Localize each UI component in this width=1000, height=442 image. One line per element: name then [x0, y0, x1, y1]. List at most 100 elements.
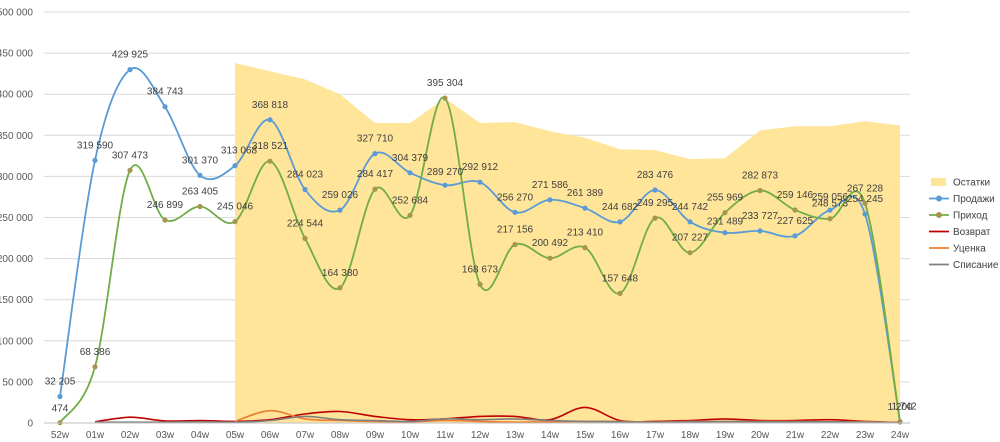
data-point	[512, 241, 518, 248]
series-line	[59, 67, 901, 422]
x-tick-label: 07w	[296, 430, 315, 441]
data-point	[862, 211, 868, 217]
data-point	[687, 219, 693, 225]
data-label: 282 873	[742, 171, 779, 182]
y-tick-label: 50 000	[2, 377, 33, 388]
data-point	[162, 217, 168, 223]
data-label: 213 410	[567, 228, 604, 239]
data-point	[757, 187, 763, 194]
data-point	[127, 67, 133, 73]
x-tick-label: 13w	[506, 430, 525, 441]
x-tick-label: 23w	[856, 430, 875, 441]
data-point	[477, 281, 483, 287]
x-tick-label: 17w	[646, 430, 665, 441]
x-tick-label: 03w	[156, 430, 175, 441]
data-point	[477, 179, 483, 185]
y-tick-label: 200 000	[0, 254, 33, 265]
data-label: 259 056	[812, 192, 849, 203]
data-label: 256 270	[497, 192, 534, 203]
x-tick-label: 22w	[821, 430, 840, 441]
data-point	[407, 170, 413, 176]
x-tick-label: 06w	[261, 430, 280, 441]
x-tick-label: 08w	[331, 430, 350, 441]
data-point	[267, 158, 273, 164]
data-point	[862, 200, 868, 206]
data-label: 318 521	[252, 141, 289, 152]
data-point	[127, 167, 133, 173]
data-label: 227 625	[777, 216, 814, 227]
data-point	[512, 209, 518, 215]
data-point	[302, 235, 308, 241]
legend-marker	[936, 195, 942, 202]
data-label: 254 245	[847, 194, 884, 205]
data-label: 200 492	[532, 238, 569, 249]
data-label: 248 573	[812, 199, 849, 210]
x-tick-label: 19w	[716, 430, 735, 441]
data-label: 245 046	[217, 202, 254, 213]
data-point	[337, 285, 343, 291]
x-tick-label: 09w	[366, 430, 385, 441]
data-point	[827, 216, 833, 222]
data-point	[827, 207, 833, 213]
legend-label: Остатки	[953, 178, 990, 189]
data-label: 255 969	[707, 193, 744, 204]
data-label: 284 023	[287, 170, 324, 181]
data-point	[582, 205, 588, 211]
data-label: 244 742	[672, 202, 709, 213]
y-tick-label: 150 000	[0, 295, 33, 306]
data-point	[407, 212, 413, 218]
x-tick-label: 01w	[86, 430, 105, 441]
x-tick-label: 15w	[576, 430, 595, 441]
legend-label: Приход	[953, 211, 988, 222]
data-point	[92, 157, 98, 163]
data-label: 261 389	[567, 188, 604, 199]
data-point	[652, 187, 658, 193]
y-tick-label: 500 000	[0, 8, 33, 19]
data-point	[197, 172, 203, 178]
data-point	[442, 95, 448, 101]
x-tick-label: 52w	[51, 430, 70, 441]
data-point	[57, 393, 63, 400]
data-label: 474	[52, 404, 69, 415]
data-label: 429 925	[112, 50, 149, 61]
data-point	[722, 210, 728, 216]
data-label: 271 586	[532, 180, 569, 191]
axes: 0 50 000 100 000 150 000 200 000 250 000 300 0…	[0, 8, 910, 441]
data-point	[162, 104, 168, 110]
data-label: 252 684	[392, 195, 429, 206]
x-tick-label: 12w	[471, 430, 490, 441]
y-tick-label: 250 000	[0, 213, 33, 224]
data-point	[232, 219, 238, 225]
x-tick-label: 24w	[891, 430, 910, 441]
y-tick-label: 400 000	[0, 90, 33, 101]
data-label: 246 899	[147, 200, 184, 211]
data-label: 327 710	[357, 134, 394, 145]
data-point	[722, 230, 728, 236]
data-label: 292 912	[462, 162, 499, 173]
data-label: 157 648	[602, 273, 639, 284]
data-label: 1 200	[887, 402, 912, 413]
area-layer	[235, 63, 900, 423]
data-label: 384 743	[147, 87, 184, 98]
line-layer	[57, 67, 903, 426]
data-label: 313 068	[221, 146, 258, 157]
data-label: 284 417	[357, 169, 394, 180]
data-point	[547, 197, 553, 203]
data-label: 164 380	[322, 268, 359, 279]
data-point	[617, 219, 623, 225]
data-point	[372, 151, 378, 157]
data-label: 307 473	[112, 150, 149, 161]
series-line	[94, 415, 901, 424]
data-label: 395 304	[427, 78, 464, 89]
data-label: 217 156	[497, 225, 534, 236]
data-label: 301 370	[182, 155, 219, 166]
data-label: 259 146	[777, 190, 814, 201]
data-point	[792, 207, 798, 213]
data-point	[687, 250, 693, 256]
legend-label: Продажи	[953, 194, 995, 205]
x-tick-label: 04w	[191, 430, 210, 441]
data-point	[92, 364, 98, 370]
legend-label: Возврат	[953, 227, 991, 238]
data-label: 283 476	[637, 170, 674, 181]
